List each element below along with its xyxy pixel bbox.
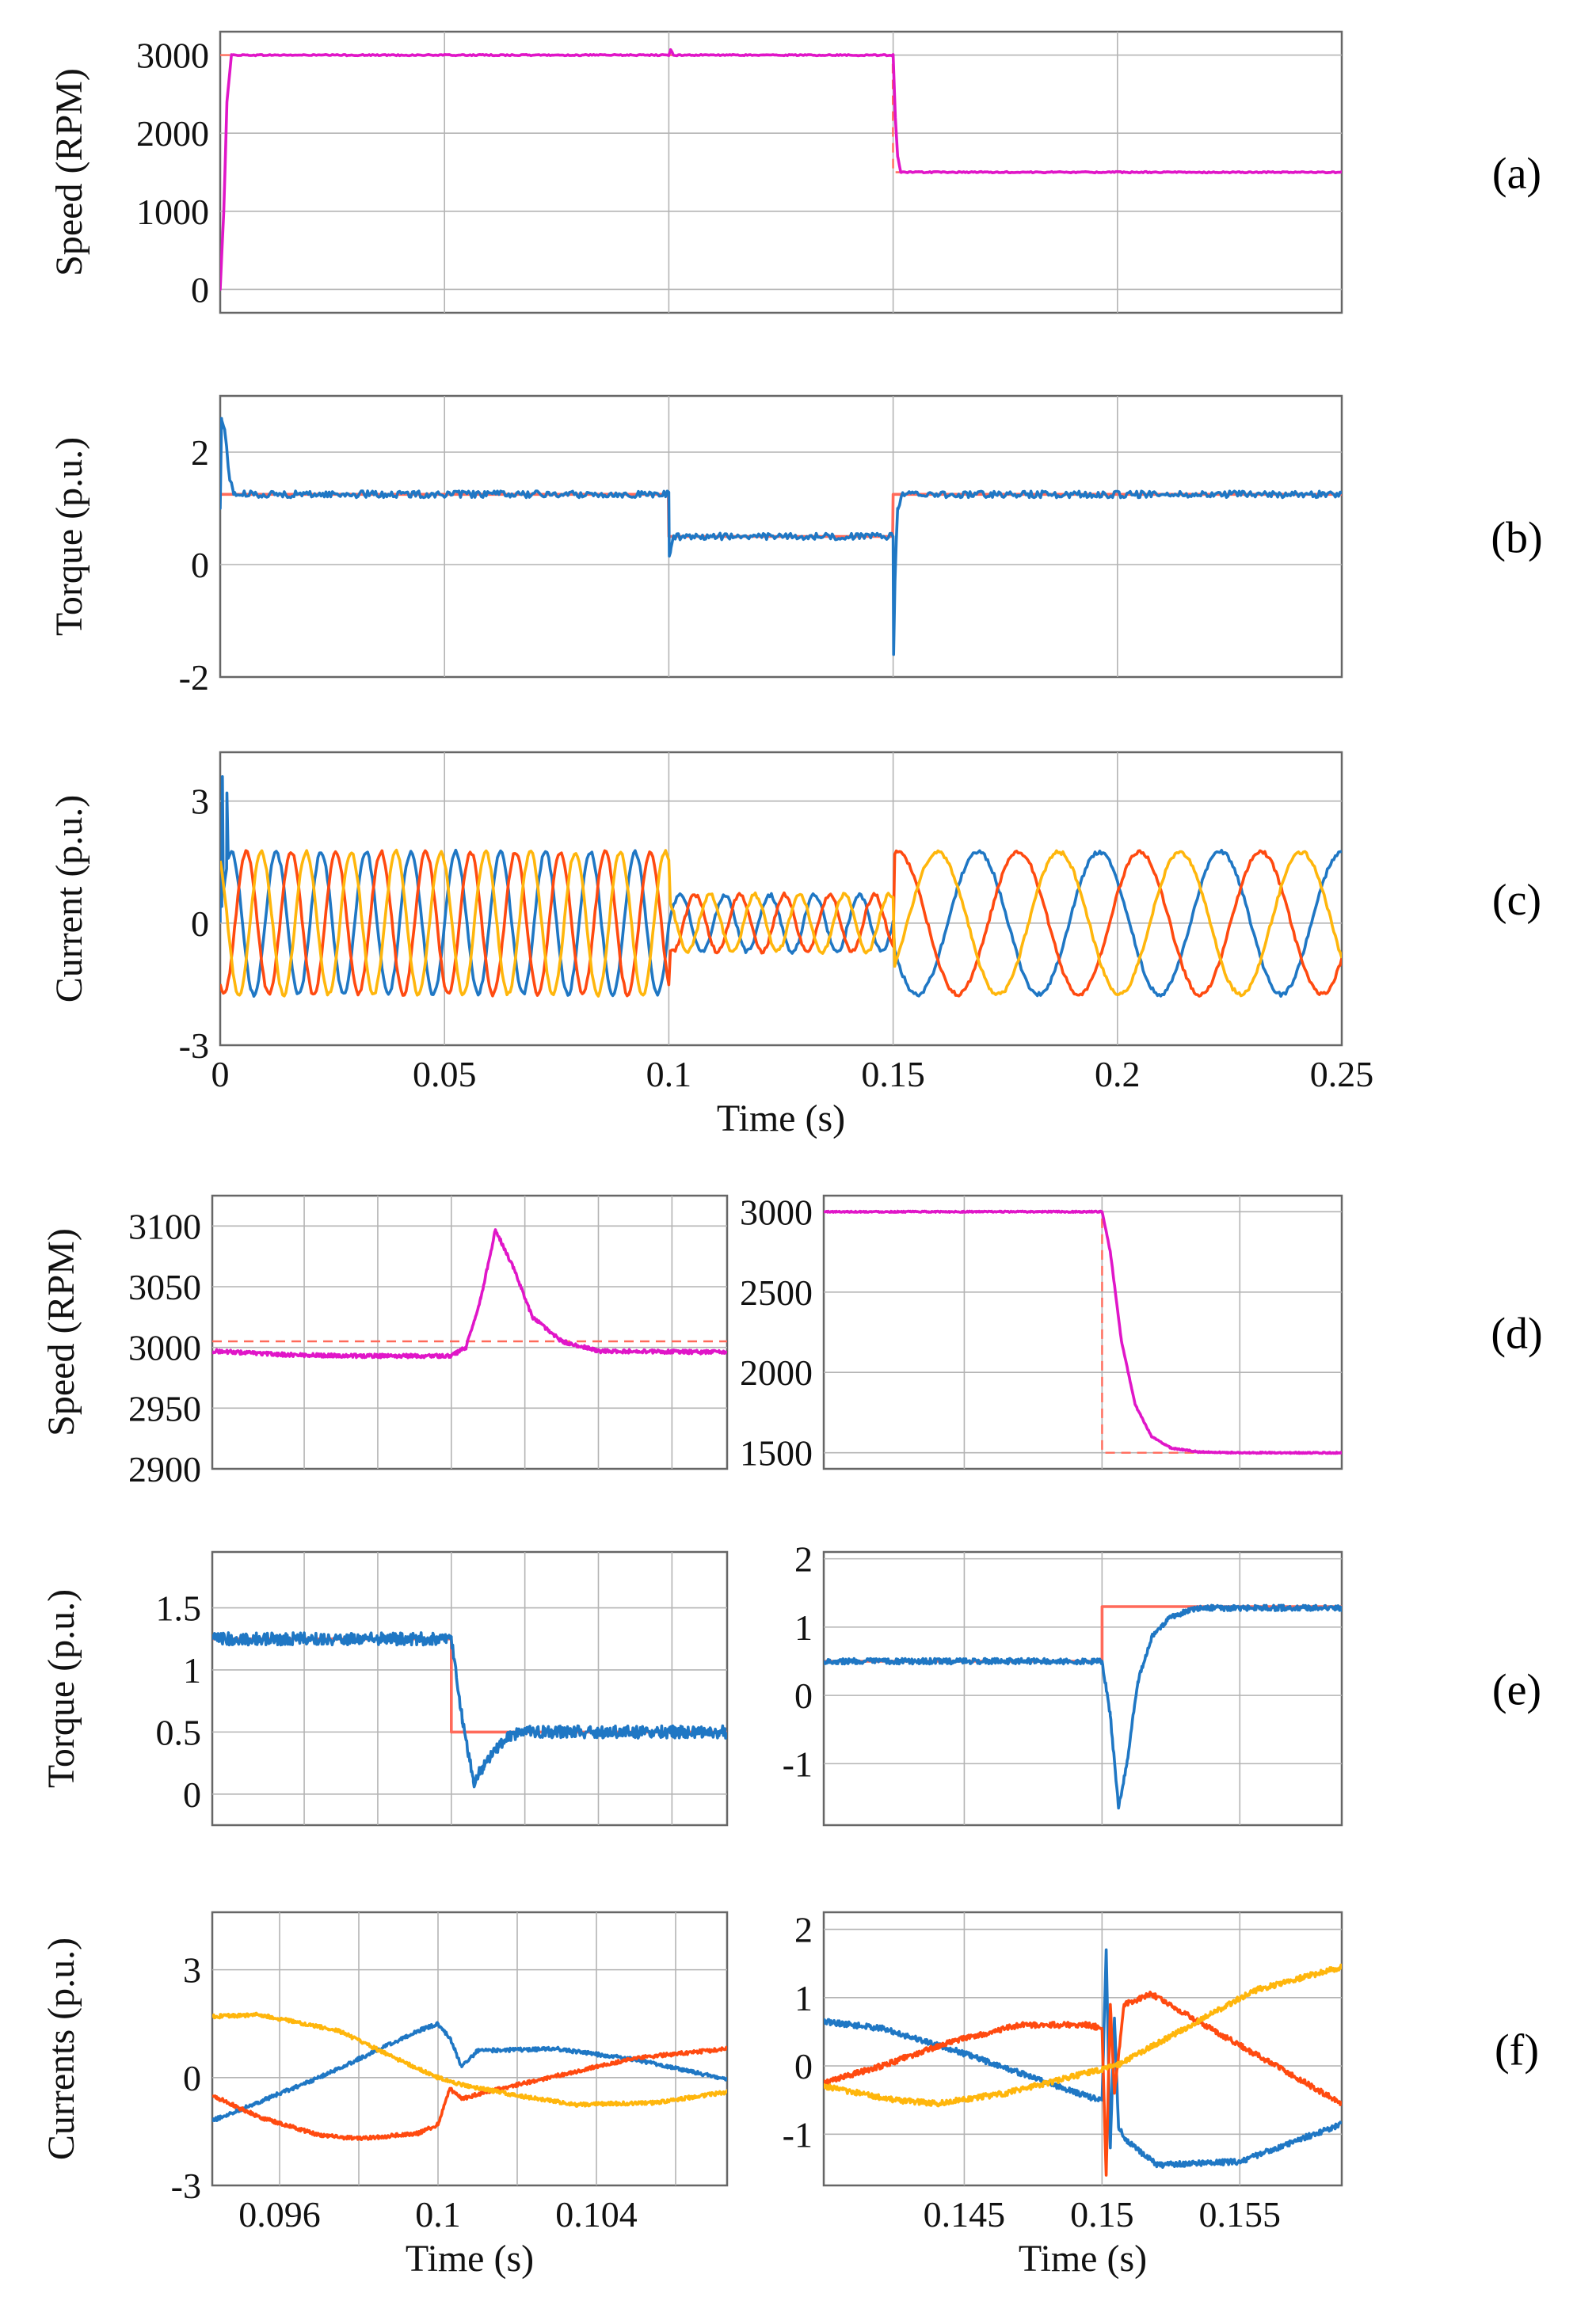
y-tick-label: 1.5 xyxy=(156,1588,202,1629)
y-tick-label: 3050 xyxy=(128,1267,201,1307)
series-group xyxy=(220,48,1342,291)
panel-label: (a) xyxy=(1492,150,1541,199)
chart-d-left: 2900 2950 3000 3050 3100 Speed (RPM) xyxy=(40,1194,729,1489)
y-tick-label: 1000 xyxy=(136,192,209,232)
y-tick-label: 3000 xyxy=(128,1328,201,1368)
series-torque xyxy=(824,1603,1342,1810)
plot-area xyxy=(822,1911,1343,2187)
y-axis-title: Speed (RPM) xyxy=(40,1228,82,1436)
y-tick-label: 2000 xyxy=(136,113,209,154)
y-tick-label: 3 xyxy=(183,1950,201,1991)
x-axis-title: Time (s) xyxy=(406,2238,534,2280)
series-group xyxy=(824,1209,1342,1455)
y-axis-title: Torque (p.u.) xyxy=(48,437,90,636)
x-tick-label: 0.15 xyxy=(861,1054,925,1094)
y-tick-label: 1 xyxy=(794,1607,813,1648)
x-tick-label: 0.145 xyxy=(924,2194,1006,2235)
series-phase-c-current xyxy=(824,1963,1342,2108)
y-tick-label: 2 xyxy=(191,432,209,473)
x-tick-label: 0.1 xyxy=(646,1054,692,1094)
series-phase-b-current xyxy=(220,849,1342,998)
y-tick-label: 2 xyxy=(794,1910,813,1950)
y-tick-label: -3 xyxy=(171,2166,201,2206)
y-tick-label: 0.5 xyxy=(156,1712,202,1752)
series-phase-c-current xyxy=(220,848,1342,998)
x-tick-label: 0 xyxy=(211,1054,230,1094)
y-tick-label: 2 xyxy=(794,1539,813,1580)
series-group xyxy=(212,1228,727,1360)
x-tick-label: 0.2 xyxy=(1095,1054,1141,1094)
y-tick-label: 3 xyxy=(191,782,209,822)
series-torque xyxy=(220,416,1342,656)
y-tick-label: 1 xyxy=(183,1650,201,1691)
series-phase-a-current xyxy=(212,2021,727,2123)
y-tick-label: 1 xyxy=(794,1978,813,2018)
series-group xyxy=(824,1603,1342,1810)
series-phase-a-current xyxy=(824,1948,1342,2169)
x-tick-label: 0.096 xyxy=(238,2194,321,2235)
chart-b: -2 0 2 Torque (p.u.) (b) xyxy=(48,394,1543,698)
y-tick-label: 3000 xyxy=(740,1192,813,1232)
x-tick-label: 0.1 xyxy=(415,2194,461,2235)
series-torque xyxy=(212,1631,727,1789)
chart-f-right: -1 0 1 2 0.145 0.15 0.155 Time (s) (f) xyxy=(783,1910,1539,2280)
series-phase-b-current xyxy=(824,1991,1342,2177)
chart-e-left: 0 0.5 1 1.5 Torque (p.u.) xyxy=(40,1550,729,1827)
y-tick-label: 0 xyxy=(183,1774,201,1815)
x-axis-title: Time (s) xyxy=(1019,2238,1147,2280)
series-speed xyxy=(824,1209,1342,1455)
y-tick-label: 2950 xyxy=(128,1388,201,1428)
series-group xyxy=(212,2011,727,2141)
panel-label: (d) xyxy=(1491,1310,1542,1359)
x-tick-label: 0.05 xyxy=(413,1054,477,1094)
y-tick-label: 2500 xyxy=(740,1272,813,1313)
y-tick-label: -1 xyxy=(783,2114,813,2155)
y-tick-label: 0 xyxy=(794,2046,813,2086)
y-tick-label: 2000 xyxy=(740,1352,813,1393)
panel-label: (f) xyxy=(1495,2026,1539,2075)
y-tick-label: 0 xyxy=(794,1675,813,1716)
y-axis-title: Speed (RPM) xyxy=(48,68,90,276)
series-phase-c-current xyxy=(212,2011,727,2108)
chart-a: 0 1000 2000 3000 Speed (RPM) (a) xyxy=(48,30,1541,314)
panel-label: (c) xyxy=(1492,876,1541,925)
series-group xyxy=(212,1631,727,1789)
chart-d-right: 1500 2000 2500 3000 (d) xyxy=(740,1192,1543,1473)
y-tick-label: -1 xyxy=(783,1744,813,1784)
y-axis-title: Current (p.u.) xyxy=(48,795,90,1003)
series-speed xyxy=(220,48,1342,291)
plot-area xyxy=(211,1550,729,1827)
y-axis-title: Torque (p.u.) xyxy=(40,1589,82,1788)
y-tick-label: -2 xyxy=(179,657,209,698)
panel-label: (e) xyxy=(1492,1666,1541,1715)
plot-area xyxy=(822,1550,1343,1827)
series-group xyxy=(220,775,1342,998)
x-tick-label: 0.25 xyxy=(1310,1054,1374,1094)
y-tick-label: 0 xyxy=(183,2058,201,2098)
y-axis-title: Currents (p.u.) xyxy=(40,1938,82,2160)
y-tick-label: 3000 xyxy=(136,36,209,76)
y-tick-label: 3100 xyxy=(128,1206,201,1246)
y-tick-label: 0 xyxy=(191,269,209,310)
series-group xyxy=(220,416,1342,656)
series-phase-b-current xyxy=(212,2045,727,2141)
y-tick-label: 1500 xyxy=(740,1433,813,1474)
x-tick-label: 0.155 xyxy=(1199,2194,1282,2235)
chart-f-left: -3 0 3 0.096 0.1 0.104 Currents (p.u.) Time (s) xyxy=(40,1911,729,2280)
y-tick-label: 2900 xyxy=(128,1449,201,1489)
panel-label: (b) xyxy=(1491,514,1542,563)
y-tick-label: -3 xyxy=(179,1025,209,1066)
y-tick-label: 0 xyxy=(191,903,209,944)
x-axis-title: Time (s) xyxy=(717,1097,845,1139)
series-speed xyxy=(212,1228,727,1360)
plot-area xyxy=(211,1911,729,2187)
y-tick-label: 0 xyxy=(191,545,209,585)
plot-area xyxy=(822,1194,1343,1470)
chart-e-right: -1 0 1 2 (e) xyxy=(783,1539,1541,1827)
x-tick-label: 0.104 xyxy=(555,2194,638,2235)
series-group xyxy=(824,1948,1342,2177)
x-tick-label: 0.15 xyxy=(1070,2194,1134,2235)
